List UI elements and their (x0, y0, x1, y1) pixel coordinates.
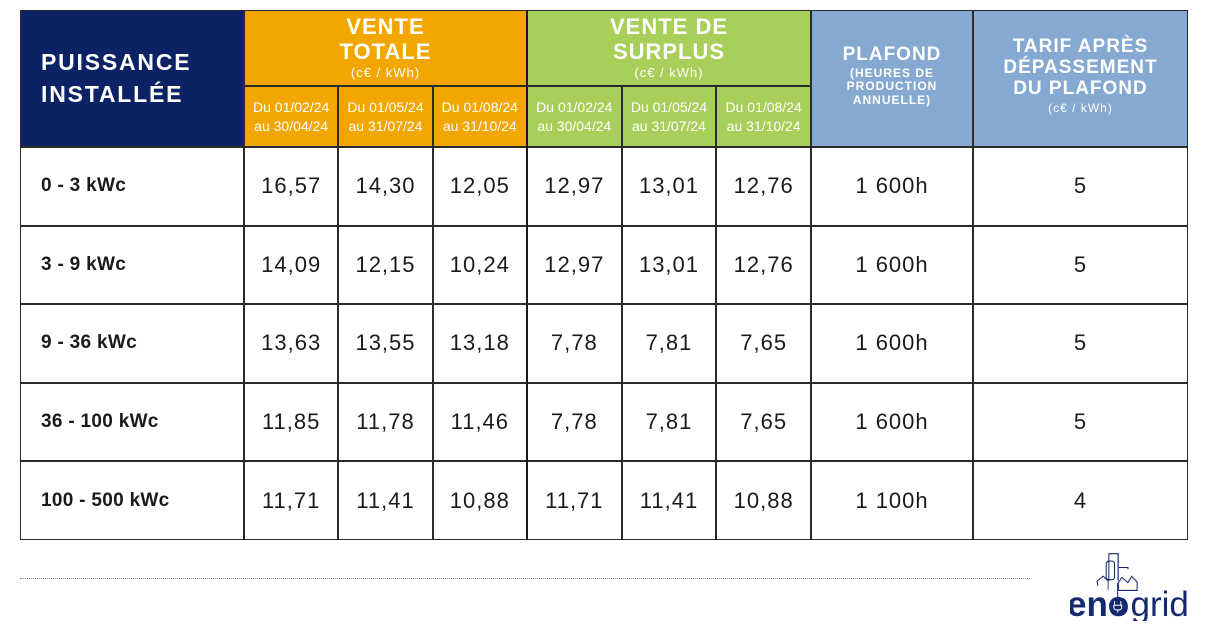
svg-text:grid: grid (1131, 585, 1189, 621)
